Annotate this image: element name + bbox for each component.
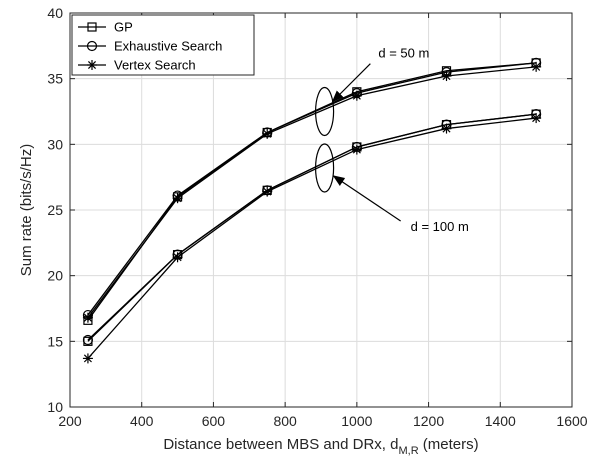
x-axis-label: Distance between MBS and DRx, dM,R (mete… <box>163 436 478 457</box>
series-line <box>87 113 537 341</box>
series-exhaustive-search <box>82 109 542 346</box>
data-point-circle <box>82 334 94 346</box>
asterisk-stroke <box>83 354 92 363</box>
y-tick-label: 15 <box>47 333 63 349</box>
group-ellipse <box>314 143 335 193</box>
y-tick-label: 20 <box>47 268 63 284</box>
x-tick-label: 1000 <box>341 413 372 429</box>
legend-marker <box>86 40 98 52</box>
asterisk-stroke <box>263 129 272 138</box>
legend-marker <box>87 60 97 70</box>
y-tick-label: 25 <box>47 202 63 218</box>
legend-label: Vertex Search <box>114 58 196 73</box>
data-point-asterisk <box>531 61 542 72</box>
x-axis-label-subscript: M,R <box>398 445 418 457</box>
asterisk-stroke <box>263 187 272 196</box>
x-tick-label: 1600 <box>556 413 587 429</box>
legend-entry: GP <box>78 20 133 35</box>
y-axis-label: Sum rate (bits/s/Hz) <box>18 144 35 277</box>
asterisk-stroke <box>173 194 182 203</box>
x-tick-label: 1200 <box>413 413 444 429</box>
legend-marker <box>87 22 97 32</box>
asterisk-stroke <box>173 253 182 262</box>
legend-entry: Vertex Search <box>78 58 196 73</box>
series-line <box>87 66 537 319</box>
x-tick-label: 200 <box>58 413 82 429</box>
data-point-asterisk <box>531 113 542 124</box>
data-point-asterisk <box>82 312 93 323</box>
data-point-asterisk <box>441 123 452 134</box>
asterisk-stroke <box>352 145 361 154</box>
series-vertex-search <box>82 61 542 323</box>
legend-label: GP <box>114 20 133 35</box>
series-line <box>87 62 537 316</box>
legend: GP Exhaustive Search Vertex Search <box>71 14 255 76</box>
y-tick-label: 40 <box>47 5 63 21</box>
x-axis-label-tail: (meters) <box>419 436 479 453</box>
annotations: d = 50 m d = 100 m <box>314 46 469 234</box>
x-tick-label: 800 <box>273 413 297 429</box>
x-tick-label: 400 <box>130 413 154 429</box>
y-tick-label: 10 <box>47 399 63 415</box>
series-line <box>87 117 537 359</box>
asterisk-stroke <box>442 72 451 81</box>
data-point-asterisk <box>351 90 362 101</box>
group-ellipse <box>314 86 335 137</box>
series-vertex-search <box>82 113 542 364</box>
x-axis-label-main: Distance between MBS and DRx, d <box>163 436 398 453</box>
series-layer <box>82 57 542 364</box>
annotation-arrow <box>331 63 371 103</box>
x-tick-label: 600 <box>202 413 226 429</box>
asterisk-stroke <box>87 60 97 70</box>
x-tick-label: 1400 <box>485 413 516 429</box>
annotation-arrow <box>332 175 401 222</box>
y-tick-label: 30 <box>47 136 63 152</box>
data-point-asterisk <box>172 252 183 263</box>
legend-label: Exhaustive Search <box>114 39 222 54</box>
asterisk-stroke <box>442 124 451 133</box>
asterisk-stroke <box>352 91 361 100</box>
legend-entry: Exhaustive Search <box>78 39 222 54</box>
annotation-label: d = 50 m <box>378 46 429 61</box>
asterisk-stroke <box>532 114 541 123</box>
axis-ticks: 200 400 600 800 1000 1200 1400 1600 10 15 20 25 30 35… <box>47 5 587 429</box>
data-point-asterisk <box>262 128 273 139</box>
asterisk-stroke <box>532 62 541 71</box>
data-point-asterisk <box>172 193 183 204</box>
annotation-label: d = 100 m <box>411 219 469 234</box>
data-point-asterisk <box>82 353 93 364</box>
asterisk-stroke <box>83 313 92 322</box>
data-point-asterisk <box>351 144 362 155</box>
data-point-asterisk <box>262 186 273 197</box>
data-point-asterisk <box>441 71 452 82</box>
y-tick-label: 35 <box>47 71 63 87</box>
